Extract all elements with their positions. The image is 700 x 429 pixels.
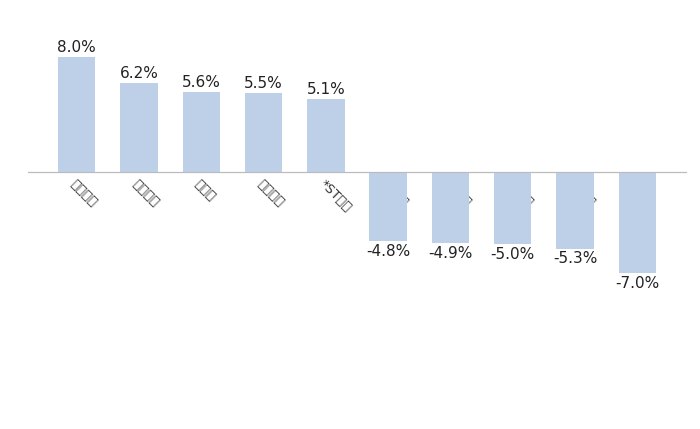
Bar (432, 172, 469, 243)
Bar (245, 94, 282, 172)
Bar (619, 172, 656, 273)
Text: 5.6%: 5.6% (182, 75, 220, 90)
Bar (556, 172, 594, 248)
Bar (58, 57, 95, 172)
Text: -7.0%: -7.0% (615, 276, 659, 291)
Text: -5.0%: -5.0% (491, 247, 535, 262)
Text: 5.1%: 5.1% (307, 82, 345, 97)
Text: 8.0%: 8.0% (57, 40, 96, 55)
Text: 5.5%: 5.5% (244, 76, 283, 91)
Bar (494, 172, 531, 244)
Bar (120, 83, 158, 172)
Text: -4.9%: -4.9% (428, 246, 472, 261)
Text: -4.8%: -4.8% (366, 244, 410, 259)
Text: -5.3%: -5.3% (553, 251, 597, 266)
Bar (307, 99, 344, 172)
Bar (370, 172, 407, 242)
Text: 6.2%: 6.2% (120, 66, 158, 81)
Bar (183, 92, 220, 172)
